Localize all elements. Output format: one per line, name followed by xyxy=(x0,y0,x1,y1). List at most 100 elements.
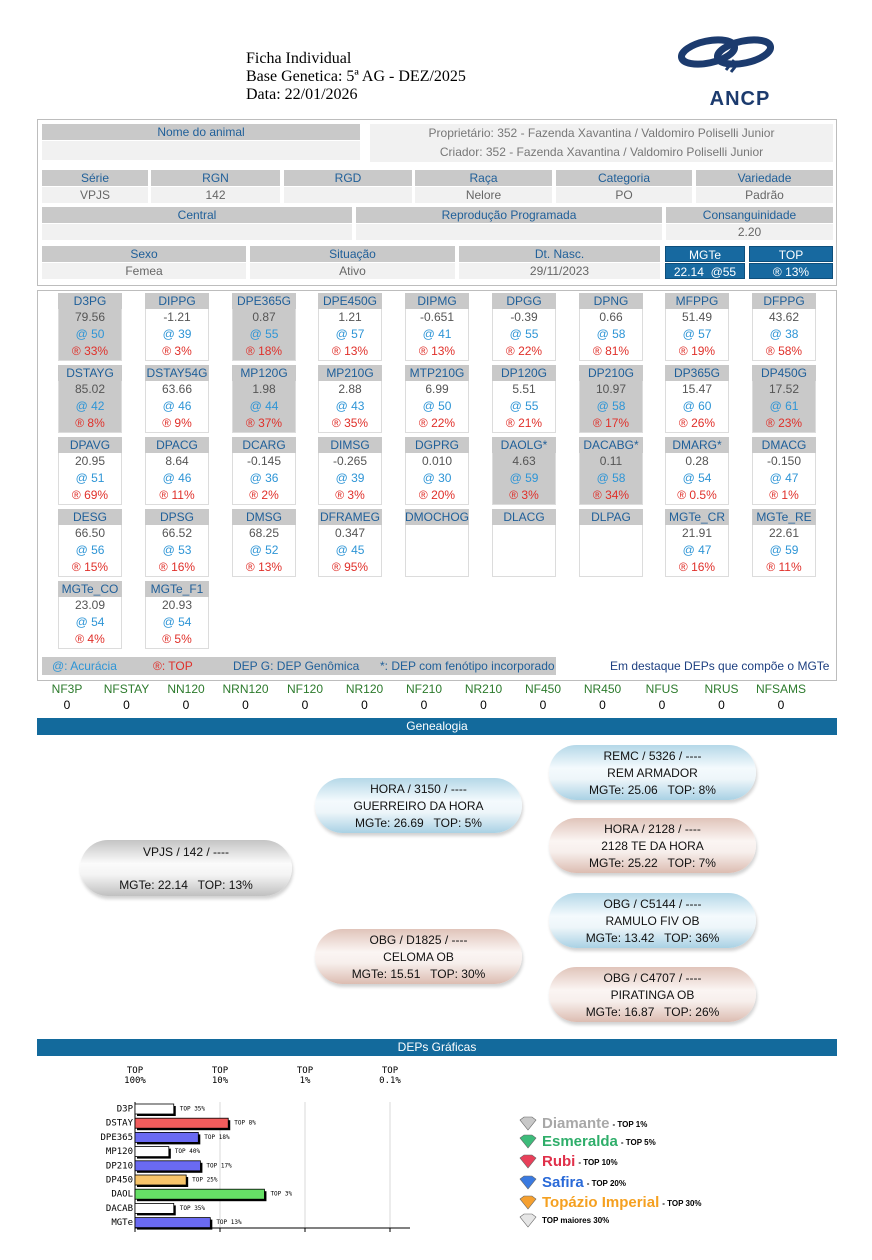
dep-name: DACABG* xyxy=(579,437,643,453)
dep-top: ® 95% xyxy=(331,560,369,574)
dep-top: ® 21% xyxy=(505,416,543,430)
category-label: DACAB xyxy=(106,1204,133,1214)
dep-value: 43.62 xyxy=(768,310,800,324)
bar xyxy=(134,1160,201,1172)
dep-value: -0.145 xyxy=(246,454,282,468)
value-label: TOP 17% xyxy=(206,1162,232,1169)
dep-name: DP365G xyxy=(665,365,729,381)
legend-item: ®: TOP xyxy=(153,659,193,673)
dep-top: ® 69% xyxy=(71,488,109,502)
nf-value: 0 xyxy=(480,698,487,712)
dep-name: DESG xyxy=(58,509,122,525)
value-label: TOP 3% xyxy=(270,1191,292,1198)
dep-value: 63.66 xyxy=(161,382,193,396)
dep-accuracy: @ 43 xyxy=(335,399,365,413)
dep-value: 0.11 xyxy=(599,454,623,468)
dep-top: ® 9% xyxy=(162,416,192,430)
value-label: TOP 8% xyxy=(234,1120,256,1127)
nf-header: NFSTAY xyxy=(103,682,150,696)
dep-accuracy: @ 38 xyxy=(769,327,799,341)
field-value: PO xyxy=(556,187,692,203)
node-line: OBG / C5144 / ---- xyxy=(603,897,702,911)
node-line: GUERREIRO DA HORA xyxy=(353,799,484,813)
category-label: DPE365 xyxy=(100,1133,133,1143)
bar xyxy=(134,1188,265,1200)
dep-accuracy: @ 50 xyxy=(422,399,452,413)
nf-header: NFSAMS xyxy=(755,682,806,696)
gem-name: Topázio Imperial xyxy=(542,1194,660,1211)
gem-icon xyxy=(519,1154,537,1169)
gem-rank: - TOP 20% xyxy=(586,1179,626,1188)
legend-item: DEP G: DEP Genômica xyxy=(233,659,360,673)
dep-name: MGTe_RE xyxy=(752,509,816,525)
field-label: Nome do animal xyxy=(42,124,360,140)
dep-accuracy: @ 55 xyxy=(509,399,539,413)
dep-top: ® 3% xyxy=(162,344,192,358)
dep-accuracy: @ 44 xyxy=(249,399,279,413)
pedigree-node xyxy=(549,818,756,873)
field-value: VPJS xyxy=(42,187,148,203)
dep-accuracy: @ 41 xyxy=(422,327,452,341)
logo-mark xyxy=(677,36,775,73)
dep-accuracy: @ 56 xyxy=(75,543,105,557)
dep-top: ® 34% xyxy=(592,488,630,502)
dep-top: ® 16% xyxy=(158,560,196,574)
node-line: HORA / 3150 / ---- xyxy=(370,782,467,796)
section-bar: Genealogia xyxy=(37,718,837,735)
gem-rank: - TOP 1% xyxy=(612,1120,648,1129)
dep-value: 51.49 xyxy=(681,310,713,324)
node-line: REMC / 5326 / ---- xyxy=(603,749,702,763)
dep-name: DPAVG xyxy=(58,437,122,453)
field-label: Dt. Nasc. xyxy=(459,246,660,262)
dep-accuracy: @ 61 xyxy=(769,399,799,413)
dep-top: ® 15% xyxy=(71,560,109,574)
dep-top: ® 8% xyxy=(75,416,105,430)
dep-value: 85.02 xyxy=(74,382,106,396)
field-label: Categoria xyxy=(556,170,692,186)
legend-bg xyxy=(42,657,556,675)
gem-rank: - TOP 10% xyxy=(578,1158,618,1167)
gem-name: Safira xyxy=(542,1174,584,1191)
field-value xyxy=(356,224,662,240)
x-tick-label: TOP 100% xyxy=(124,1066,146,1086)
nf-value: 0 xyxy=(420,698,428,712)
dep-name: DMACG xyxy=(752,437,816,453)
node-line: OBG / D1825 / ---- xyxy=(369,933,468,947)
dep-value: 79.56 xyxy=(74,310,106,324)
dep-top: ® 26% xyxy=(678,416,716,430)
dep-value: -0.651 xyxy=(419,310,455,324)
dep-accuracy: @ 59 xyxy=(509,471,539,485)
field-label: Central xyxy=(42,207,352,223)
x-tick-label: TOP 10% xyxy=(211,1066,229,1086)
dep-accuracy: @ 51 xyxy=(75,471,105,485)
doc-date: Data: 22/01/2026 xyxy=(246,86,358,103)
bar xyxy=(134,1202,175,1214)
dep-top: ® 3% xyxy=(509,488,539,502)
dep-value: 68.25 xyxy=(248,526,280,540)
field-value: 22.14 @55 xyxy=(665,263,745,279)
x-tick-label: TOP 0.1% xyxy=(379,1066,401,1086)
bar xyxy=(134,1174,187,1186)
dep-top: ® 20% xyxy=(418,488,456,502)
dep-value: 5.51 xyxy=(512,382,536,396)
logo-text: ANCP xyxy=(709,88,771,110)
gem-name: Rubi xyxy=(542,1153,576,1170)
dep-name: MTP210G xyxy=(405,365,469,381)
nf-header: NF120 xyxy=(286,682,324,696)
dep-accuracy: @ 58 xyxy=(596,399,626,413)
dep-accuracy: @ 57 xyxy=(335,327,365,341)
dep-value: -0.150 xyxy=(766,454,802,468)
nf-header: NN120 xyxy=(167,682,205,696)
gem-name: Esmeralda xyxy=(542,1133,618,1150)
node-line: CELOMA OB xyxy=(383,950,454,964)
dep-top: ® 13% xyxy=(331,344,369,358)
nf-header: NF450 xyxy=(524,682,562,696)
dep-top: ® 3% xyxy=(335,488,365,502)
dep-value: 17.52 xyxy=(768,382,800,396)
dep-accuracy: @ 55 xyxy=(249,327,279,341)
x-tick-label: TOP 1% xyxy=(296,1066,314,1086)
bar xyxy=(134,1117,229,1129)
bar xyxy=(134,1146,170,1157)
dep-accuracy: @ 39 xyxy=(335,471,365,485)
dep-accuracy: @ 36 xyxy=(249,471,279,485)
